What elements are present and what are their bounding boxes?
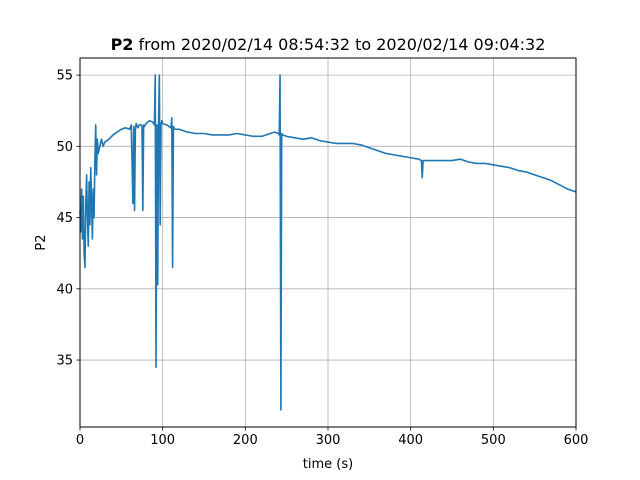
- axis-ticks: 0 100 200 300 400 500 600 35 40 45 50 55: [56, 69, 588, 448]
- x-tick-label: 400: [398, 433, 423, 448]
- chart-title-rest: from 2020/02/14 08:54:32 to 2020/02/14 0…: [133, 35, 545, 54]
- chart-title-bold: P2: [111, 35, 134, 54]
- y-tick-label: 40: [56, 282, 73, 297]
- y-tick-label: 45: [56, 211, 73, 226]
- x-tick-label: 500: [481, 433, 506, 448]
- y-tick-label: 35: [56, 354, 73, 369]
- x-tick-label: 300: [316, 433, 341, 448]
- x-tick-label: 600: [564, 433, 589, 448]
- y-tick-label: 55: [56, 69, 73, 84]
- series-line-0: [79, 74, 577, 411]
- plot-area: [79, 74, 577, 411]
- x-axis-label: time (s): [303, 457, 353, 472]
- x-tick-label: 0: [76, 433, 84, 448]
- y-tick-label: 50: [56, 140, 73, 155]
- chart-title: P2 from 2020/02/14 08:54:32 to 2020/02/1…: [111, 35, 546, 54]
- x-tick-label: 200: [233, 433, 258, 448]
- grid: [79, 58, 577, 427]
- y-axis-label: P2: [34, 234, 49, 250]
- x-tick-label: 100: [150, 433, 175, 448]
